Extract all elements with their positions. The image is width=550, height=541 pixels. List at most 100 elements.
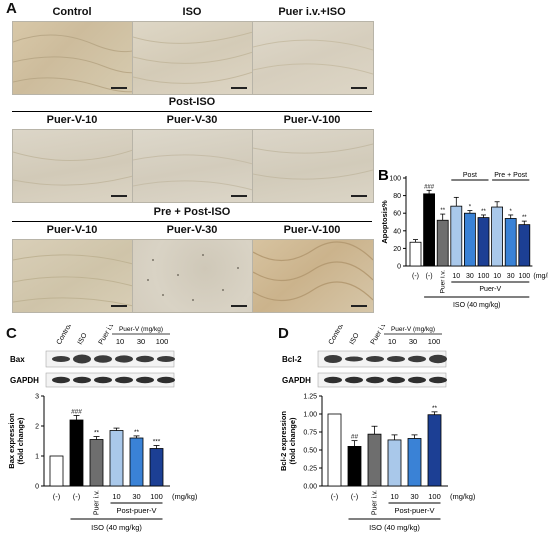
significance-mark: * [469, 205, 472, 211]
x-tick-label: 30 [410, 492, 418, 501]
micro-label-post-100: Puer-V-100 [283, 114, 341, 126]
blot-band [345, 356, 363, 362]
blot-band [366, 356, 384, 362]
y-tick-label: 1 [35, 454, 39, 461]
scale-bar [351, 195, 367, 197]
blot-band [115, 376, 133, 384]
bar [387, 439, 402, 487]
micrograph-texture [13, 34, 133, 93]
scale-bar [351, 87, 367, 89]
group-label-puer-v: Puer-V [479, 286, 501, 293]
section-rule [12, 221, 372, 223]
bar [518, 224, 531, 267]
blot-band [52, 356, 70, 362]
blot-band [136, 376, 154, 384]
panel-a-letter: A [6, 0, 17, 17]
y-axis-label: Bax expression [7, 413, 16, 469]
x-tick-label: (-) [412, 273, 419, 280]
micrograph-post-10 [12, 129, 134, 203]
panel-d-figure: Control ISO Puer i.v. Puer-V (mg/kg)10 30 100… [279, 325, 476, 532]
blot-band [73, 354, 91, 364]
y-tick-label: 100 [389, 176, 401, 183]
dose-label: 30 [409, 337, 417, 346]
y-tick-label: 0.25 [303, 466, 317, 473]
bar [149, 448, 164, 487]
x-tick-label: (-) [351, 492, 359, 501]
scale-bar [111, 305, 127, 307]
bar [409, 241, 422, 267]
y-axis-label-unit: (fold change) [16, 417, 25, 465]
micrograph-texture [13, 254, 133, 307]
dose-header: Puer-V (mg/kg) [391, 326, 435, 333]
micro-label-post-30: Puer-V-30 [166, 114, 218, 126]
micrograph-texture [147, 254, 239, 301]
bar [89, 439, 104, 487]
blot-band [52, 376, 70, 384]
scale-bar [231, 87, 247, 89]
micrograph-prepost-30 [132, 239, 254, 313]
y-axis-label-unit: (fold change) [288, 417, 297, 465]
bar [504, 218, 517, 267]
dose-label: 30 [137, 337, 145, 346]
bar [109, 430, 124, 487]
blot-band [73, 376, 91, 384]
significance-mark: *** [153, 439, 161, 446]
scale-bar [351, 305, 367, 307]
dose-label: 10 [116, 337, 124, 346]
panel-b-letter: B [378, 167, 389, 184]
blot-label-target: Bcl-2 [282, 355, 302, 364]
dose-header: Puer-V (mg/kg) [119, 326, 163, 333]
bar [367, 433, 382, 487]
bar [407, 438, 422, 487]
x-tick-label: (-) [53, 492, 61, 501]
y-tick-label: 40 [393, 228, 401, 235]
bar [464, 212, 476, 267]
blot-band [157, 356, 175, 362]
bar [327, 413, 342, 487]
blot-band [136, 355, 154, 363]
blot-band [324, 355, 342, 363]
x-tick-label: (-) [331, 492, 339, 501]
significance-mark: ## [351, 434, 359, 441]
bar [49, 455, 64, 487]
bar [477, 217, 490, 267]
significance-mark: ### [424, 184, 435, 190]
group-label-iso: ISO (40 mg/kg) [91, 523, 142, 532]
unit-label: (mg/kg) [450, 492, 476, 501]
significance-mark: ** [440, 208, 445, 214]
blot-band [387, 356, 405, 362]
group-label-iso: ISO (40 mg/kg) [369, 523, 420, 532]
panel-c-figure: Control ISO Puer i.v. Puer-V (mg/kg)10 30 100… [7, 325, 198, 532]
y-tick-label: 1.25 [303, 394, 317, 401]
x-tick-label: 100 [478, 273, 490, 280]
panel-c-letter: C [6, 325, 17, 342]
dose-label: 100 [156, 337, 169, 346]
y-tick-label: 0.00 [303, 484, 317, 491]
x-tick-label: 10 [390, 492, 398, 501]
micrograph-texture [253, 39, 373, 75]
significance-mark: ** [522, 215, 527, 221]
section-title-pre-post-iso: Pre + Post-ISO [153, 206, 231, 218]
blot-label-target: Bax [10, 355, 25, 364]
micrograph-post-100 [252, 129, 374, 203]
significance-mark: * [510, 209, 513, 215]
micrograph-texture [133, 154, 253, 191]
lane-label: ISO [77, 332, 89, 346]
y-tick-label: 0 [397, 264, 401, 271]
x-tick-label: Puer i.v. [440, 270, 447, 294]
blot-band [345, 376, 363, 384]
y-tick-label: 80 [393, 193, 401, 200]
micro-label-post-10: Puer-V-10 [46, 114, 98, 126]
x-tick-label: (-) [426, 273, 433, 280]
x-tick-label: 100 [518, 273, 530, 280]
micrograph-post-30 [132, 129, 254, 203]
blot-band [387, 376, 405, 384]
bar [347, 446, 362, 487]
significance-mark: ** [481, 209, 486, 215]
group-label-post: Post [463, 172, 477, 179]
lane-label: Control [328, 325, 346, 346]
x-tick-label: 30 [507, 273, 515, 280]
lane-label: ISO [349, 332, 361, 346]
group-label-pre-post: Pre + Post [494, 172, 527, 179]
